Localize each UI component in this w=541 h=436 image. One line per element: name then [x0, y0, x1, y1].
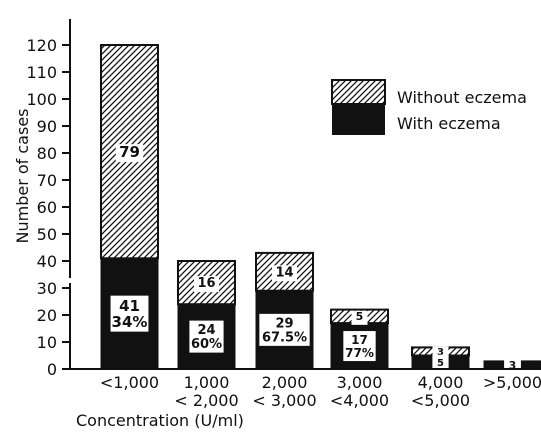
- bar-label-box: [272, 265, 297, 282]
- y-axis-tick-label: 120: [26, 36, 57, 55]
- y-axis-tick-label: 50: [37, 225, 57, 244]
- x-axis-tick-label: 1,000: [184, 373, 230, 392]
- x-axis-tick-label: <1,000: [100, 373, 159, 392]
- bar-label-without-eczema: 16: [197, 276, 215, 291]
- y-axis-tick-label: 30: [37, 279, 57, 298]
- bar-label-without-eczema: 5: [356, 310, 364, 323]
- legend-swatch-without-eczema: [331, 79, 386, 105]
- bar-label-with-eczema: 17: [351, 333, 368, 347]
- x-axis-tick-label: < 3,000: [252, 391, 316, 410]
- y-axis-tick-label: 60: [37, 198, 57, 217]
- bar-label-without-eczema: 79: [119, 143, 140, 161]
- x-axis-tick-label: >5,000: [483, 373, 541, 392]
- x-axis-tick-label: 3,000: [337, 373, 383, 392]
- legend: Without eczema With eczema: [331, 79, 527, 135]
- bar-label-without-eczema: 14: [275, 265, 293, 280]
- bar-label-with-eczema: 34%: [112, 313, 148, 331]
- legend-label-with-eczema: With eczema: [397, 114, 501, 133]
- x-axis-tick-label: 2,000: [262, 373, 308, 392]
- y-axis-tick-label: 90: [37, 117, 57, 136]
- y-axis-tick-label: 100: [26, 90, 57, 109]
- y-axis-tick-label: 110: [26, 63, 57, 82]
- bar-label-with-eczema: 3: [509, 359, 517, 372]
- bar-label-with-eczema: 29: [275, 316, 293, 331]
- bar-label-with-eczema: 77%: [345, 346, 374, 360]
- x-axis-tick-label: <5,000: [411, 391, 470, 410]
- y-axis-tick-label: 0: [47, 360, 57, 379]
- y-axis-tick-label: 10: [37, 333, 57, 352]
- y-axis-tick-label: 70: [37, 171, 57, 190]
- x-axis-tick-label: 4,000: [418, 373, 464, 392]
- x-axis-tick-label: <4,000: [330, 391, 389, 410]
- x-axis-label: Concentration (U/ml): [76, 411, 244, 430]
- bar-label-box: [110, 295, 149, 332]
- bar-label-box: [259, 313, 310, 346]
- bar-label-box: [343, 331, 376, 362]
- bar-label-box: [189, 320, 224, 353]
- bar-label-with-eczema: 24: [197, 323, 215, 338]
- bar-label-without-eczema: 3: [437, 347, 444, 358]
- bar-label-box: [351, 310, 368, 325]
- bar-label-with-eczema: 67.5%: [262, 330, 307, 345]
- bar-label-with-eczema: 41: [119, 297, 140, 315]
- x-axis-tick-label: < 2,000: [174, 391, 238, 410]
- y-axis-tick-label: 80: [37, 144, 57, 163]
- legend-label-without-eczema: Without eczema: [397, 88, 527, 107]
- y-axis-tick-label: 20: [37, 306, 57, 325]
- legend-swatch-with-eczema: [332, 104, 385, 135]
- x-axis: <1,000 1,000< 2,000 2,000< 3,000 3,000<4,00…: [70, 368, 541, 410]
- y-axis-tick-label: 40: [37, 252, 57, 271]
- bar-label-box: [115, 144, 144, 163]
- bar-label-box: [432, 354, 449, 370]
- bar-label-box: [194, 276, 219, 293]
- y-axis-label: Number of cases: [13, 109, 32, 244]
- y-axis: 0 10 20 30 40 50 60 70 80 90 100 110 120: [26, 19, 71, 379]
- bar-label-with-eczema: 60%: [191, 337, 222, 352]
- bar-label-with-eczema: 5: [437, 358, 444, 369]
